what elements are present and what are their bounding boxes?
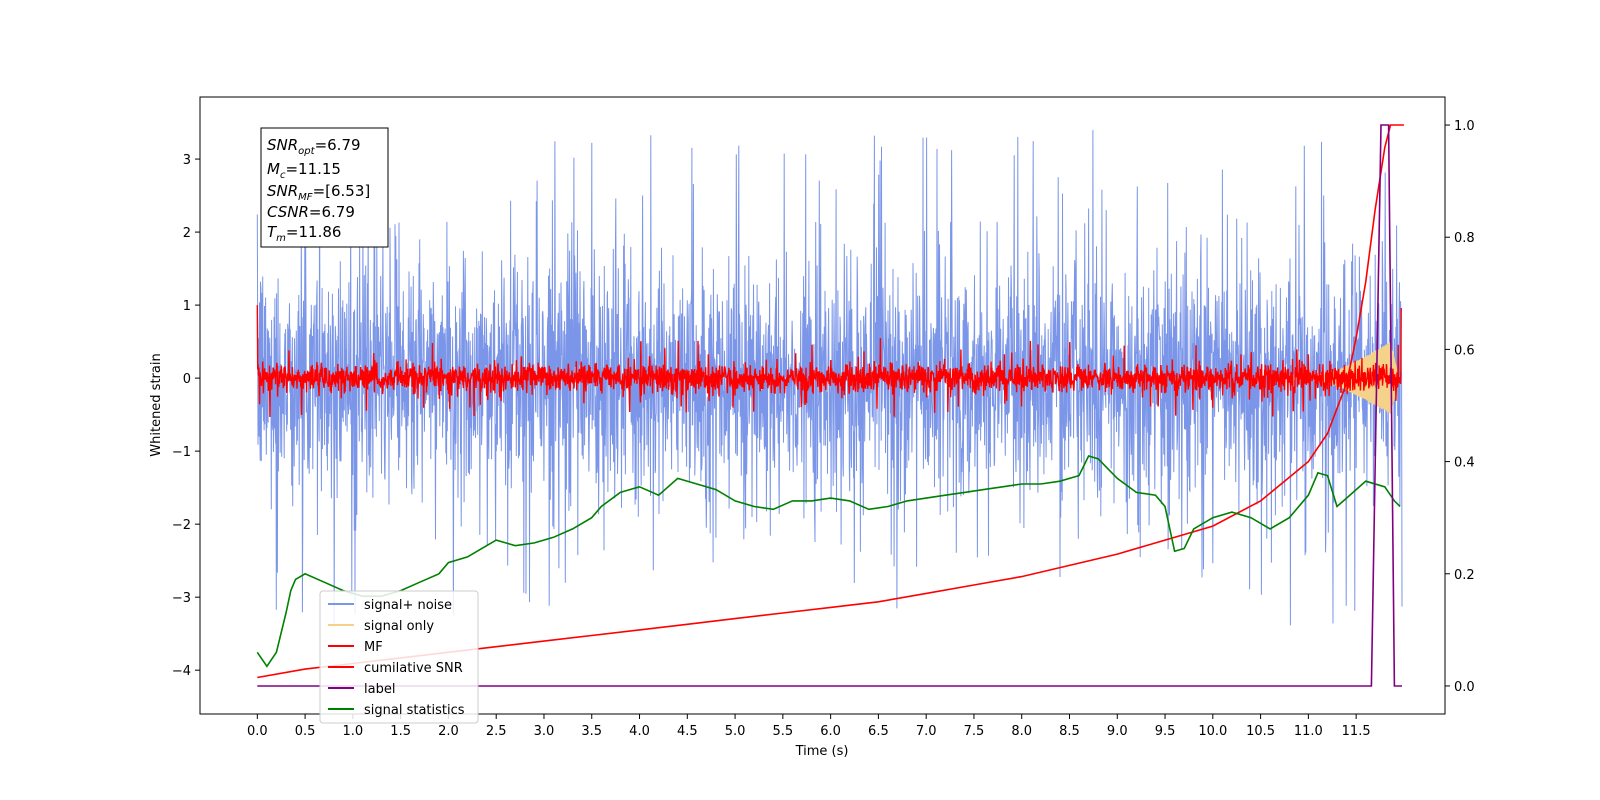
- x-tick-label: 8.5: [1059, 724, 1080, 739]
- info-csnr-main: CSNR: [267, 203, 309, 221]
- series-group: [256, 124, 1404, 687]
- x-tick-label: 10.5: [1246, 724, 1275, 739]
- info-mc-sub: c: [280, 170, 286, 181]
- info-snr-opt: SNRopt=6.79: [267, 136, 361, 157]
- legend-label-signal-only: signal only: [364, 619, 434, 634]
- x-tick-label: 3.0: [534, 724, 555, 739]
- legend-label-label: label: [364, 682, 395, 697]
- x-tick-label: 1.0: [343, 724, 364, 739]
- x-tick-label: 9.5: [1155, 724, 1176, 739]
- y-tick-label: 1: [183, 299, 191, 314]
- x-tick-label: 11.5: [1342, 724, 1371, 739]
- y-tick-label: 0: [183, 372, 191, 387]
- x-tick-label: 4.5: [677, 724, 698, 739]
- legend: signal+ noise signal only MF cumilative …: [319, 590, 479, 724]
- y-tick-label: −2: [172, 518, 191, 533]
- legend-label-mf: MF: [364, 640, 383, 655]
- info-tm-value: =11.86: [286, 223, 342, 241]
- info-snr-opt-value: =6.79: [315, 136, 361, 154]
- y-ticks: 3 2 1 0 −1 −2 −3 −4: [172, 153, 200, 679]
- series-signal-noise: [256, 130, 1403, 626]
- series-signal-statistics: [256, 455, 1401, 668]
- y-tick-label: 3: [183, 153, 191, 168]
- info-mc-value: =11.15: [285, 160, 341, 178]
- plot-frame: [199, 96, 1446, 715]
- info-snr-mf-value: =[6.53]: [313, 182, 371, 200]
- x-tick-label: 7.5: [964, 724, 985, 739]
- info-box-frame: [260, 127, 389, 248]
- info-snr-mf-main: SNR: [267, 182, 298, 200]
- legend-label-signal-statistics: signal statistics: [364, 703, 465, 718]
- x-tick-label: 3.5: [581, 724, 602, 739]
- x-tick-label: 9.0: [1107, 724, 1128, 739]
- y2-tick-label: 0.0: [1454, 680, 1475, 695]
- info-box: SNRopt=6.79 Mc=11.15 SNRMF=[6.53] CSNR=6…: [260, 127, 389, 248]
- legend-label-signal-noise: signal+ noise: [364, 598, 452, 613]
- y2-ticks: 1.0 0.8 0.6 0.4 0.2 0.0: [1445, 119, 1475, 695]
- series-cumulative-snr: [257, 124, 1404, 679]
- y-tick-label: −4: [172, 664, 191, 679]
- info-tm-main: T: [267, 223, 278, 241]
- x-tick-label: 1.5: [390, 724, 411, 739]
- info-snr-mf-sub: MF: [298, 192, 313, 203]
- x-tick-label: 11.0: [1294, 724, 1323, 739]
- info-mc: Mc=11.15: [267, 160, 341, 181]
- series-mf: [256, 305, 1402, 418]
- legend-frame: [319, 590, 479, 724]
- x-tick-label: 4.0: [629, 724, 650, 739]
- legend-label-cumulative-snr: cumilative SNR: [364, 661, 463, 676]
- info-snr-opt-main: SNR: [267, 136, 298, 154]
- series-label: [257, 124, 1402, 687]
- x-tick-label: 5.5: [773, 724, 794, 739]
- x-tick-label: 0.0: [247, 724, 268, 739]
- x-tick-label: 5.0: [725, 724, 746, 739]
- y2-tick-label: 0.6: [1454, 343, 1475, 358]
- x-tick-label: 2.0: [438, 724, 459, 739]
- y-tick-label: −3: [172, 591, 191, 606]
- y-tick-label: 2: [183, 226, 191, 241]
- x-tick-label: 7.0: [916, 724, 937, 739]
- info-tm-sub: m: [276, 233, 286, 244]
- y-axis-label: Whitened strain: [149, 353, 164, 456]
- x-axis-label: Time (s): [795, 744, 849, 759]
- y2-tick-label: 0.8: [1454, 231, 1475, 246]
- info-csnr-value: =6.79: [309, 203, 355, 221]
- x-ticks: 0.0 0.5 1.0 1.5 2.0 2.5 3.0 3.5 4.0 4.5 5.0 5.5 6.0 6…: [247, 714, 1371, 739]
- x-tick-label: 6.0: [820, 724, 841, 739]
- info-csnr: CSNR=6.79: [267, 203, 355, 221]
- x-tick-label: 6.5: [868, 724, 889, 739]
- info-tm: Tm=11.86: [267, 223, 341, 244]
- y-tick-label: −1: [172, 445, 191, 460]
- y2-tick-label: 1.0: [1454, 119, 1475, 134]
- y2-tick-label: 0.2: [1454, 568, 1475, 583]
- info-snr-opt-sub: opt: [298, 146, 315, 157]
- info-mc-main: M: [267, 160, 280, 178]
- x-tick-label: 0.5: [295, 724, 316, 739]
- info-snr-mf: SNRMF=[6.53]: [267, 182, 370, 203]
- x-tick-label: 2.5: [486, 724, 507, 739]
- y2-tick-label: 0.4: [1454, 456, 1475, 471]
- x-tick-label: 8.0: [1011, 724, 1032, 739]
- x-tick-label: 10.0: [1198, 724, 1227, 739]
